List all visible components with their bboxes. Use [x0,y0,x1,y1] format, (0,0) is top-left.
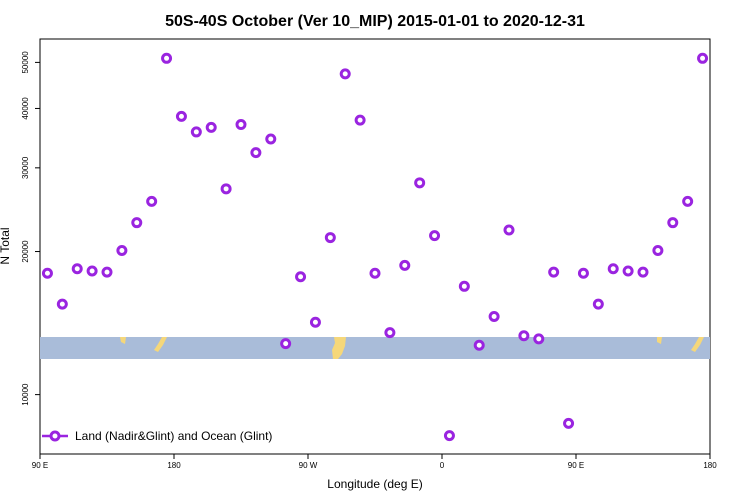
ocean-band [40,337,710,359]
data-point [414,177,426,189]
data-point [399,259,411,271]
data-point [190,126,202,138]
legend-marker [49,430,61,442]
legend-label: Land (Nadir&Glint) and Ocean (Glint) [75,429,272,443]
data-point [443,430,455,442]
data-point [324,232,336,244]
data-point [592,298,604,310]
data-point [622,265,634,277]
data-point [473,339,485,351]
y-tick-label: 30000 [21,156,30,179]
data-point [577,267,589,279]
x-tick-label: 180 [703,461,717,470]
land-mass [657,337,662,344]
data-point [667,217,679,229]
y-tick-label: 20000 [21,240,30,263]
data-point [637,266,649,278]
data-point [205,121,217,133]
data-point [41,267,53,279]
legend: Land (Nadir&Glint) and Ocean (Glint) [42,429,272,443]
data-point [697,52,709,64]
data-point [533,333,545,345]
y-tick-label: 40000 [21,97,30,120]
x-tick-label: 180 [167,461,181,470]
data-point [548,266,560,278]
data-point [309,316,321,328]
map-strip [40,337,710,359]
data-point [161,52,173,64]
data-point [652,245,664,257]
data-point [295,271,307,283]
land-mass [691,337,704,352]
data-point [250,147,262,159]
data-point [339,68,351,80]
data-point [116,245,128,257]
data-point [101,266,113,278]
land-mass [120,337,126,344]
x-tick-label: 90 E [32,461,48,470]
chart-title: 50S-40S October (Ver 10_MIP) 2015-01-01 … [165,13,585,30]
data-point [384,327,396,339]
x-tick-label: 0 [440,461,445,470]
data-point [56,298,68,310]
data-point [146,195,158,207]
y-tick-label: 50000 [21,51,30,74]
y-axis: 10000 20000 30000 40000 50000 [21,51,40,406]
y-axis-label: N Total [0,227,12,264]
x-axis: 90 E 180 90 W 0 90 E 180 [32,454,717,470]
land-mass [154,337,167,352]
data-point [175,110,187,122]
x-axis-label: Longitude (deg E) [327,477,422,491]
data-point [488,310,500,322]
y-tick-label: 10000 [21,383,30,406]
data-point [280,338,292,350]
data-point [265,133,277,145]
plot-frame [39,38,711,455]
data-point [607,263,619,275]
data-point [458,280,470,292]
data-point [682,195,694,207]
data-point [369,267,381,279]
data-point [86,265,98,277]
land-mass [332,337,346,359]
data-point [518,330,530,342]
data-points [41,52,709,442]
data-point [220,183,232,195]
x-tick-label: 90 W [299,461,318,470]
data-point [429,230,441,242]
data-point [71,263,83,275]
data-point [235,119,247,131]
data-point [503,224,515,236]
data-point [131,217,143,229]
data-point [563,417,575,429]
x-tick-label: 90 E [568,461,584,470]
data-point [354,114,366,126]
